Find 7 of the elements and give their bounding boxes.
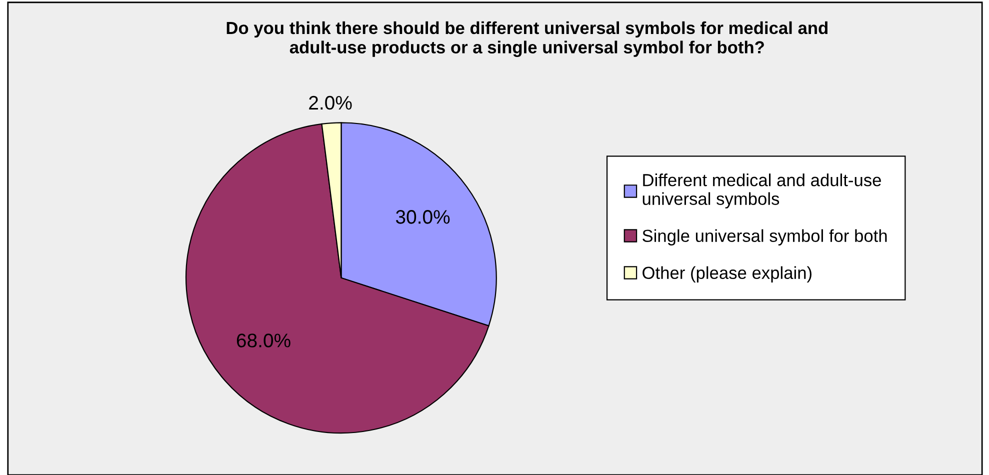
chart-title: Do you think there should be different universal symbols for medical and adult-use products or a single universal symbol for both? bbox=[226, 21, 828, 57]
legend-label: Single universal symbol for both bbox=[642, 229, 887, 246]
legend-label: Different medical and adult-use universal symbols bbox=[642, 174, 881, 208]
data-label: 68.0% bbox=[236, 334, 290, 348]
legend-label: Other (please explain) bbox=[642, 266, 812, 282]
data-label: 2.0% bbox=[309, 96, 352, 110]
data-label: 30.0% bbox=[396, 210, 450, 224]
